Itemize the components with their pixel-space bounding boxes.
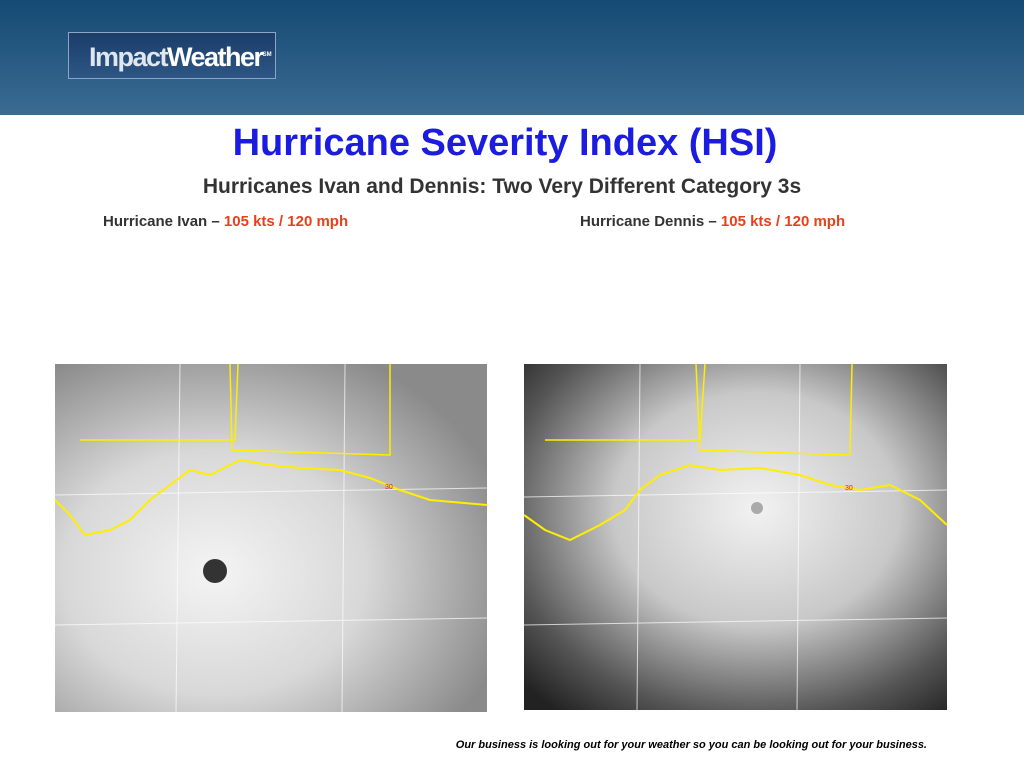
latitude-label: 30 — [385, 484, 393, 491]
panel-label: Hurricane Dennis – 105 kts / 120 mph — [580, 213, 845, 230]
satellite-image: 30 — [54, 363, 488, 713]
storm-intensity: 105 kts / 120 mph — [223, 213, 349, 230]
header-band: ImpactWeatherSM — [0, 0, 1024, 115]
panel-label: Hurricane Ivan – 105 kts / 120 mph — [103, 213, 348, 230]
storm-name: Hurricane Dennis – — [580, 213, 717, 230]
logo-part: Impact — [89, 42, 169, 72]
title: Hurricane Severity Index (HSI) — [232, 122, 778, 164]
logo-part: Weather — [167, 42, 264, 72]
footer-tagline: Our business is looking out for your wea… — [455, 739, 927, 751]
storm-name: Hurricane Ivan – — [103, 213, 220, 230]
subtitle: Hurricanes Ivan and Dennis: Two Very Dif… — [202, 175, 802, 198]
logo: ImpactWeatherSM — [68, 32, 276, 79]
latitude-label: 30 — [845, 485, 853, 492]
satellite-image: 30 — [523, 363, 948, 711]
logo-mark: SM — [262, 52, 272, 58]
storm-intensity: 105 kts / 120 mph — [720, 213, 846, 230]
